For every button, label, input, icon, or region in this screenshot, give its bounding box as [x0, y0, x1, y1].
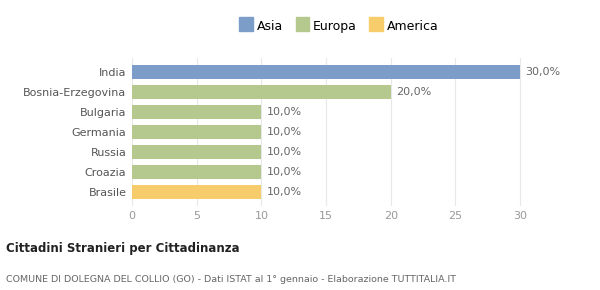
Bar: [132, 65, 520, 79]
Bar: [132, 125, 262, 139]
Bar: [132, 85, 391, 99]
Text: Cittadini Stranieri per Cittadinanza: Cittadini Stranieri per Cittadinanza: [6, 242, 239, 255]
Text: 30,0%: 30,0%: [526, 67, 560, 77]
Text: 10,0%: 10,0%: [266, 167, 302, 177]
Text: 10,0%: 10,0%: [266, 107, 302, 117]
Text: 10,0%: 10,0%: [266, 127, 302, 137]
Bar: [132, 185, 262, 199]
Text: 20,0%: 20,0%: [396, 87, 431, 97]
Text: 10,0%: 10,0%: [266, 187, 302, 197]
Text: COMUNE DI DOLEGNA DEL COLLIO (GO) - Dati ISTAT al 1° gennaio - Elaborazione TUTT: COMUNE DI DOLEGNA DEL COLLIO (GO) - Dati…: [6, 275, 456, 284]
Bar: [132, 145, 262, 159]
Text: 10,0%: 10,0%: [266, 147, 302, 157]
Bar: [132, 105, 262, 119]
Bar: [132, 165, 262, 179]
Legend: Asia, Europa, America: Asia, Europa, America: [239, 20, 439, 33]
